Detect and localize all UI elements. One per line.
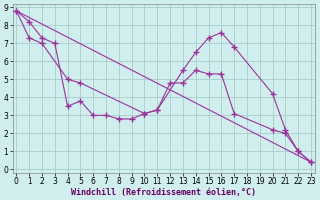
X-axis label: Windchill (Refroidissement éolien,°C): Windchill (Refroidissement éolien,°C) — [71, 188, 256, 197]
